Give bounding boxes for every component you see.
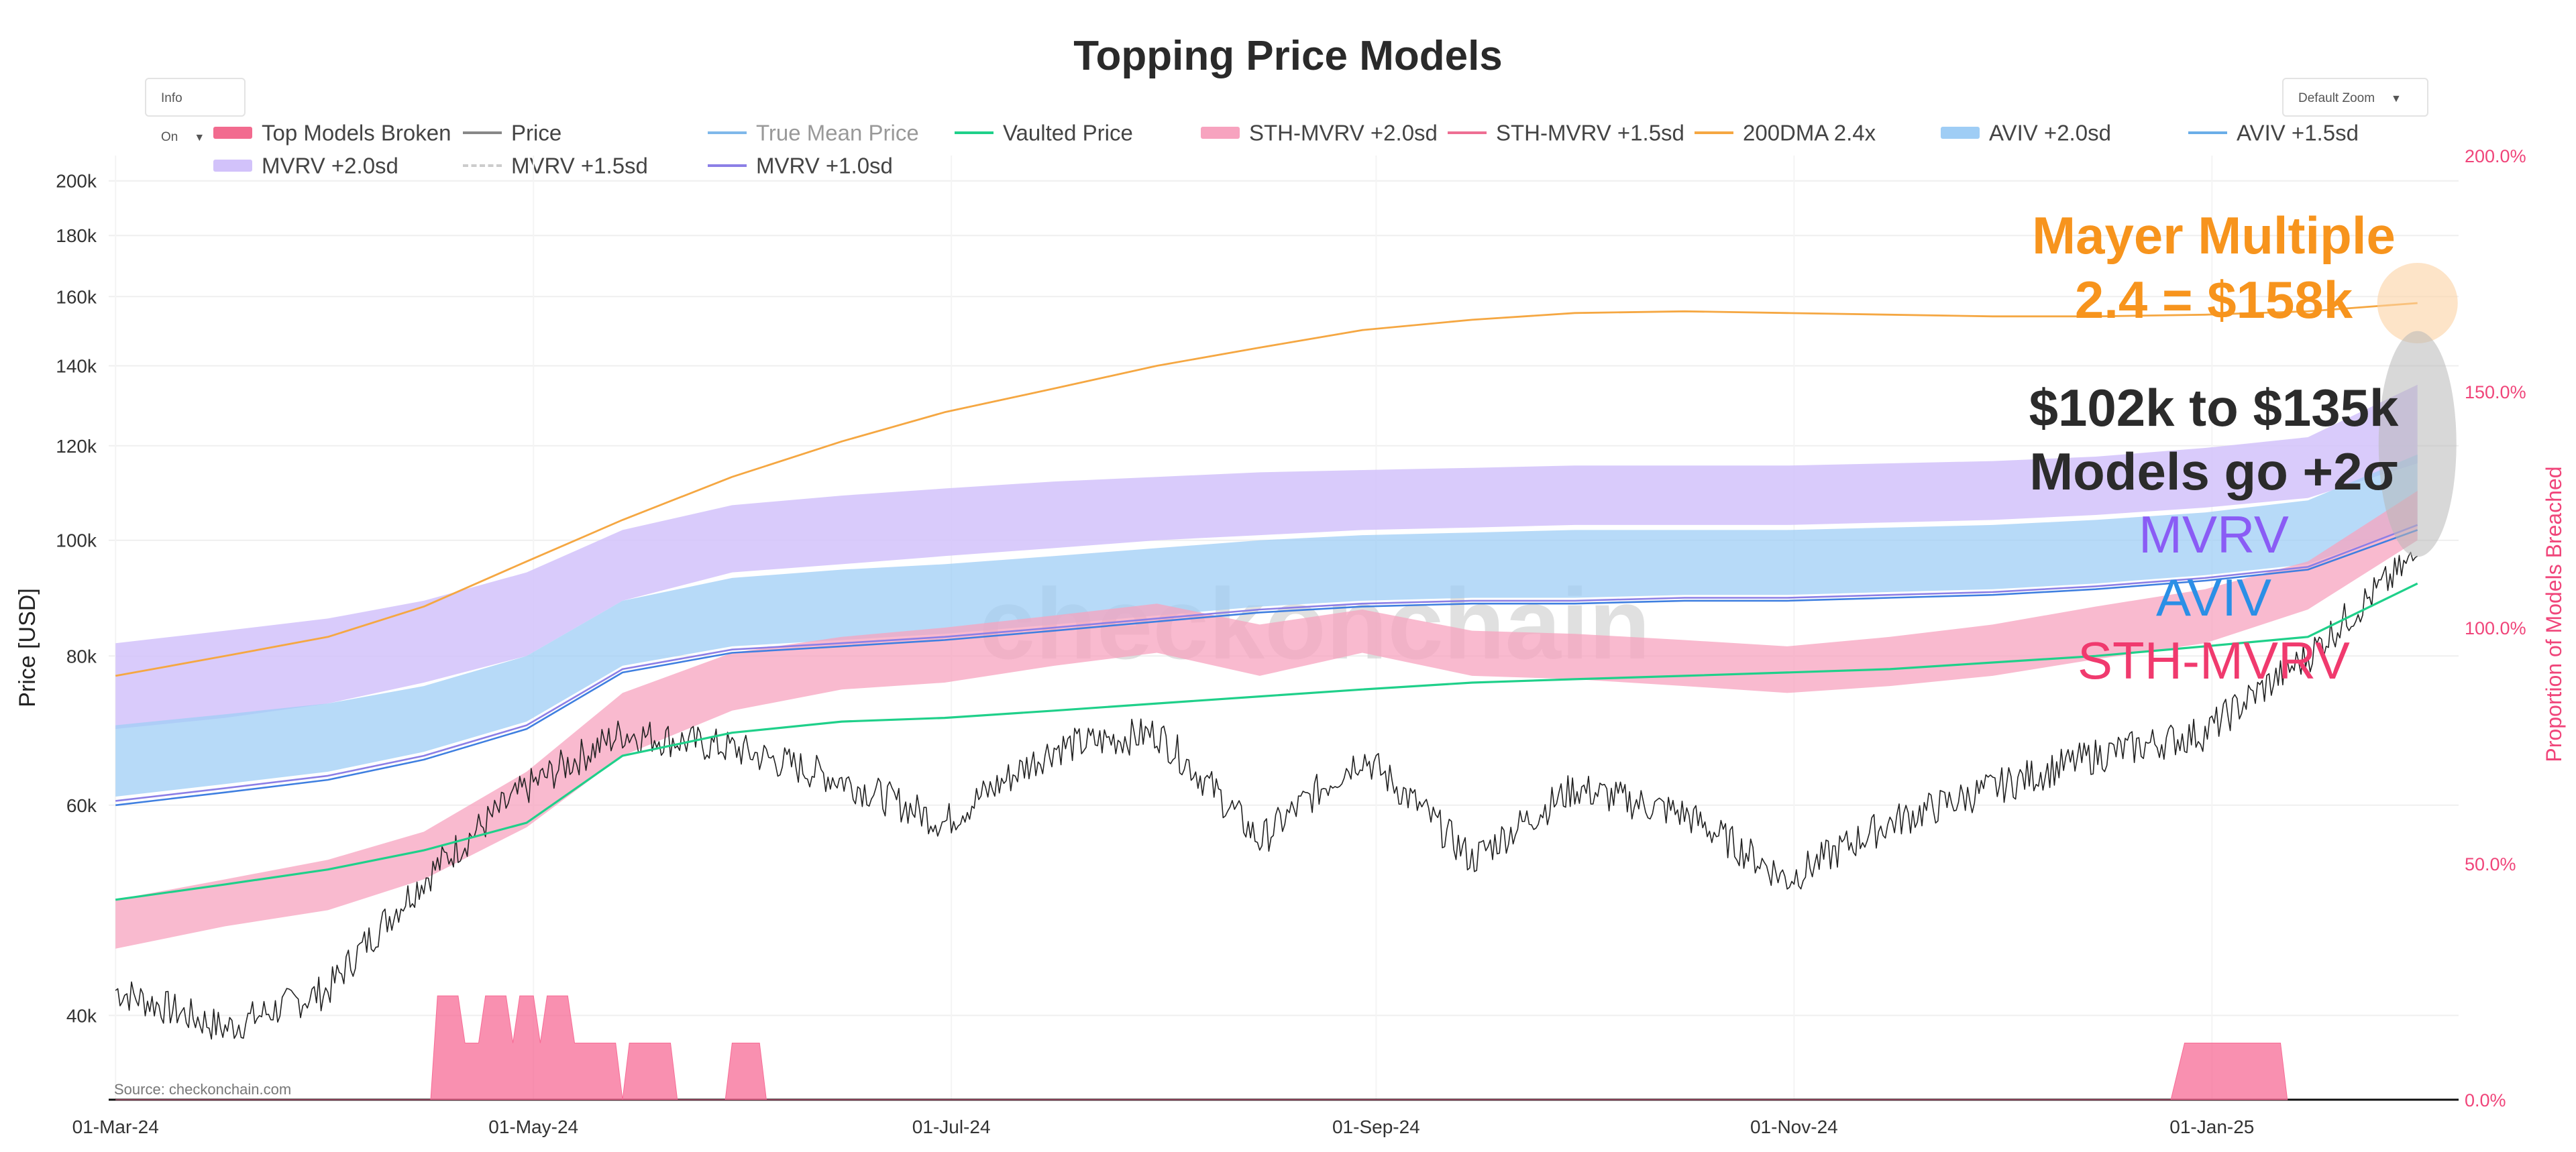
legend-item-vaulted-price[interactable]: Vaulted Price (955, 118, 1133, 145)
legend-swatch (708, 131, 747, 135)
legend-swatch (708, 164, 747, 168)
legend-item-aviv-2sd[interactable]: AVIV +2.0sd (1941, 118, 2111, 145)
model-label-aviv: AVIV (2156, 568, 2271, 627)
y-tick-label: 160k (56, 286, 97, 307)
legend-swatch (1695, 131, 1733, 135)
mayer-annotation-line1: Mayer Multiple (2032, 206, 2396, 265)
zoom-select[interactable]: Default Zoom ▼ (2282, 78, 2428, 117)
chart-title: Topping Price Models (1073, 33, 1503, 79)
mayer-highlight-circle (2377, 263, 2458, 344)
x-tick-label: 01-Jan-25 (2169, 1116, 2254, 1137)
mayer-annotation-line2: 2.4 = $158k (2074, 270, 2353, 329)
legend-swatch (463, 164, 502, 168)
y-axis-right: 0.0% 50.0% 100.0% 150.0% 200.0% (2465, 146, 2526, 1110)
info-toggle-button[interactable]: Info On ▼ (145, 78, 246, 144)
legend-item-mvrv-2sd[interactable]: MVRV +2.0sd (213, 151, 398, 178)
y-tick-label: 100k (56, 530, 97, 551)
range-highlight-oval (2378, 331, 2457, 557)
breach-area-layer (115, 995, 2288, 1100)
y2-tick-label: 50.0% (2465, 854, 2516, 874)
y-tick-label: 140k (56, 356, 97, 377)
series-vaulted-price (115, 582, 2418, 901)
x-tick-label: 01-Sep-24 (1332, 1116, 1420, 1137)
y-tick-label: 80k (66, 646, 97, 667)
legend-swatch (955, 131, 994, 135)
plot-area (115, 302, 2418, 1040)
band-sth-mvrv-2-0sd (115, 491, 2418, 949)
info-toggle-label: Info On (161, 91, 182, 144)
legend-item-mvrv-1sd[interactable]: MVRV +1.0sd (708, 151, 893, 178)
series-aviv-1-5sd (115, 529, 2418, 807)
y2-tick-label: 150.0% (2465, 382, 2526, 402)
y-axis-label: Price [USD] (15, 588, 40, 707)
range-annotation-line2: Models go +2σ (2029, 442, 2398, 501)
chevron-down-icon: ▼ (2391, 93, 2402, 105)
x-axis: 01-Mar-24 01-May-24 01-Jul-24 01-Sep-24 01-N… (72, 1098, 2459, 1137)
y2-axis-label: Proportion of Models Breached (2542, 466, 2566, 762)
band-aviv-2-0sd (115, 454, 2418, 797)
legend-swatch (213, 160, 252, 172)
legend-item-200dma[interactable]: 200DMA 2.4x (1695, 118, 1876, 145)
legend-swatch (463, 131, 502, 135)
legend-swatch (1941, 127, 1980, 139)
legend-item-top-models-broken[interactable]: Top Models Broken (213, 118, 451, 145)
y2-tick-label: 200.0% (2465, 146, 2526, 166)
x-tick-label: 01-Nov-24 (1750, 1116, 1838, 1137)
model-label-sth-mvrv: STH-MVRV (2078, 631, 2350, 690)
legend-swatch (213, 127, 252, 139)
legend-item-aviv-1-5sd[interactable]: AVIV +1.5sd (2188, 118, 2359, 145)
y-tick-label: 180k (56, 225, 97, 246)
legend-item-sth-mvrv-2sd[interactable]: STH-MVRV +2.0sd (1201, 118, 1438, 145)
legend-swatch (1448, 131, 1487, 135)
band-mvrv-2-0sd (115, 384, 2418, 730)
y2-tick-label: 0.0% (2465, 1090, 2506, 1110)
model-label-mvrv: MVRV (2139, 505, 2289, 564)
source-note: Source: checkonchain.com (114, 1081, 291, 1098)
legend-item-sth-mvrv-1-5sd[interactable]: STH-MVRV +1.5sd (1448, 118, 1684, 145)
x-tick-label: 01-Jul-24 (912, 1116, 991, 1137)
legend-swatch (1201, 127, 1240, 139)
y-tick-label: 120k (56, 436, 97, 457)
y-tick-label: 200k (56, 171, 97, 192)
breach-area (115, 995, 2288, 1100)
series-price (115, 551, 2418, 1040)
legend-item-true-mean-price[interactable]: True Mean Price (708, 118, 919, 145)
series-mvrv-1-0sd (115, 524, 2418, 802)
x-tick-label: 01-May-24 (488, 1116, 578, 1137)
y-tick-label: 60k (66, 795, 97, 816)
legend-item-price[interactable]: Price (463, 118, 561, 145)
chevron-down-icon: ▼ (194, 132, 205, 143)
range-annotation-line1: $102k to $135k (2029, 378, 2399, 437)
x-tick-label: 01-Mar-24 (72, 1116, 159, 1137)
y-tick-label: 40k (66, 1005, 97, 1026)
series-200dma-2-4x (115, 302, 2418, 677)
y-axis-left: 40k 60k 80k 100k 120k 140k 160k 180k 200k (56, 171, 97, 1027)
y2-tick-label: 100.0% (2465, 618, 2526, 638)
zoom-select-label: Default Zoom (2298, 91, 2375, 105)
legend-swatch (2188, 131, 2227, 135)
